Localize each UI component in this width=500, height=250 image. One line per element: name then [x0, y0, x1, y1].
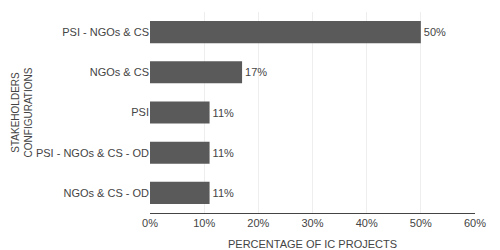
svg-text:0%: 0%: [142, 217, 158, 229]
svg-text:STAKEHOLDERSCONFIGURATIONS: STAKEHOLDERSCONFIGURATIONS: [10, 67, 34, 157]
svg-text:10%: 10%: [193, 217, 215, 229]
svg-text:11%: 11%: [213, 147, 234, 159]
svg-text:40%: 40%: [356, 217, 378, 229]
svg-text:PERCENTAGE OF IC PROJECTS: PERCENTAGE OF IC PROJECTS: [228, 238, 397, 250]
svg-text:NGOs & CS - OD: NGOs & CS - OD: [63, 187, 149, 199]
svg-text:11%: 11%: [213, 187, 234, 199]
svg-text:PSI - NGOs & CS - OD: PSI - NGOs & CS - OD: [36, 147, 149, 159]
svg-text:NGOs & CS: NGOs & CS: [90, 66, 149, 78]
svg-text:50%: 50%: [410, 217, 432, 229]
svg-text:17%: 17%: [245, 66, 267, 78]
svg-text:30%: 30%: [301, 217, 323, 229]
svg-text:20%: 20%: [247, 217, 269, 229]
svg-text:PSI - NGOs & CS: PSI - NGOs & CS: [62, 26, 149, 38]
svg-text:11%: 11%: [213, 107, 234, 119]
svg-text:50%: 50%: [424, 26, 446, 38]
svg-text:PSI: PSI: [131, 106, 149, 118]
svg-text:60%: 60%: [464, 217, 486, 229]
